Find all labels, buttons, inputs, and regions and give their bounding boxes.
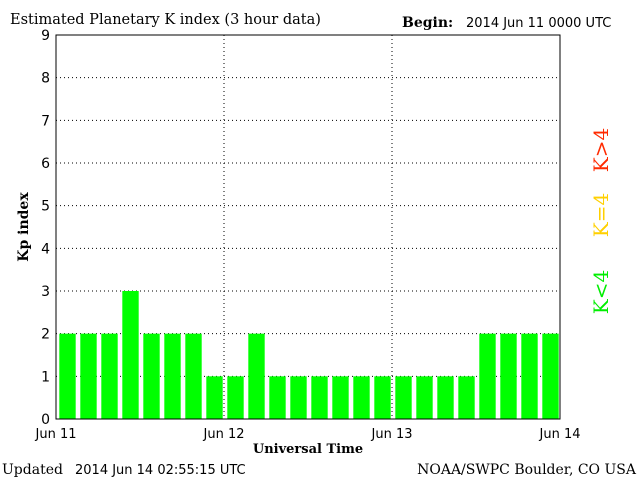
x-tick-label: Jun 13 <box>371 427 413 442</box>
bars <box>59 291 559 419</box>
y-tick-label: 5 <box>41 199 50 215</box>
legend: K>4 K=4 K<4 <box>589 128 613 314</box>
x-axis-label: Universal Time <box>253 442 363 457</box>
y-tick-labels: 0 1 2 3 4 5 6 7 8 9 <box>41 28 50 428</box>
y-tick-label: 1 <box>41 369 50 385</box>
kp-bar <box>164 333 181 419</box>
kp-bar <box>185 333 202 419</box>
y-tick-label: 6 <box>41 156 50 172</box>
y-tick-label: 3 <box>41 284 50 300</box>
kp-bar <box>101 333 118 419</box>
y-tick-label: 9 <box>41 28 50 44</box>
x-tick-label: Jun 11 <box>35 427 77 442</box>
x-tick-labels: Jun 11 Jun 12 Jun 13 Jun 14 <box>35 427 581 442</box>
y-axis-label: Kp index <box>16 192 32 262</box>
y-tick-label: 8 <box>41 71 50 87</box>
x-tick-label: Jun 14 <box>539 427 581 442</box>
kp-bar <box>521 333 538 419</box>
kp-bar <box>374 376 391 419</box>
kp-bar <box>311 376 328 419</box>
kp-bar <box>269 376 286 419</box>
kp-bar <box>332 376 349 419</box>
kp-bar <box>458 376 475 419</box>
kp-bar <box>500 333 517 419</box>
plot-frame <box>55 34 561 420</box>
chart-title: Estimated Planetary K index (3 hour data… <box>10 12 321 28</box>
y-tick-label: 7 <box>41 113 50 129</box>
legend-entry: K=4 <box>589 193 613 237</box>
updated-value: 2014 Jun 14 02:55:15 UTC <box>75 463 246 478</box>
kp-bar <box>59 333 76 419</box>
kp-bar <box>290 376 307 419</box>
grid-lines <box>56 35 560 419</box>
y-tick-label: 4 <box>41 241 50 257</box>
legend-entry: K>4 <box>589 128 613 172</box>
kp-bar <box>80 333 97 419</box>
updated-label: Updated <box>2 462 63 478</box>
legend-entry: K<4 <box>589 270 613 314</box>
kp-bar <box>248 333 265 419</box>
kp-bar <box>395 376 412 419</box>
kp-bar <box>353 376 370 419</box>
y-tick-label: 2 <box>41 327 50 343</box>
kp-bar <box>122 291 139 419</box>
kp-bar <box>143 333 160 419</box>
begin-label: Begin: <box>402 15 453 31</box>
kp-bar <box>542 333 559 419</box>
kp-bar <box>437 376 454 419</box>
y-tick-label: 0 <box>41 412 50 428</box>
kp-bar <box>206 376 223 419</box>
x-tick-label: Jun 12 <box>203 427 245 442</box>
kp-bar <box>227 376 244 419</box>
begin-value: 2014 Jun 11 0000 UTC <box>466 16 611 31</box>
kp-bar <box>416 376 433 419</box>
kp-bar <box>479 333 496 419</box>
credit-text: NOAA/SWPC Boulder, CO USA <box>417 462 637 478</box>
